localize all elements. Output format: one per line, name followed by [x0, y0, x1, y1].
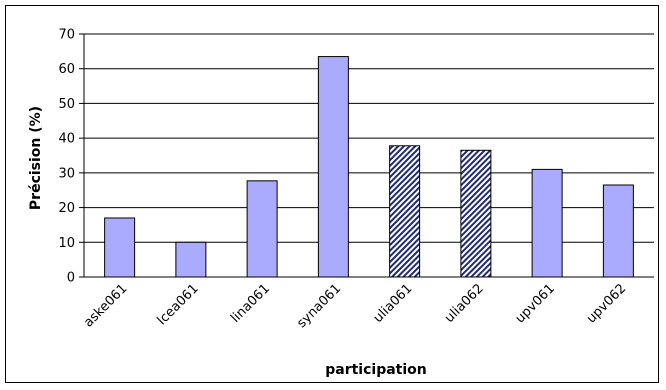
bar-ulia062 [460, 149, 492, 278]
y-tick-label: 20 [58, 201, 75, 216]
x-tick-labels: aske061 lcea061 lina061 syna061 ulia061 ulia0… [81, 281, 629, 331]
x-tick-label: aske061 [81, 281, 130, 330]
y-tick-label: 0 [67, 271, 75, 286]
bar-syna061 [317, 56, 349, 278]
x-tick-label: ulia061 [371, 281, 416, 326]
x-tick-label: lina061 [228, 281, 273, 326]
bar-aske061 [104, 217, 136, 278]
bar-lcea061 [175, 241, 207, 278]
y-tick-label: 60 [58, 62, 75, 77]
y-tick-labels: 0 10 20 30 40 50 60 70 [58, 28, 84, 286]
grid-lines [84, 33, 654, 243]
x-tick-label: upv061 [513, 281, 558, 326]
x-tick-label: syna061 [294, 281, 344, 331]
y-tick-label: 30 [58, 166, 75, 181]
bar-ulia061 [389, 145, 421, 278]
x-tick-label: lcea061 [155, 281, 202, 328]
y-tick-label: 40 [58, 132, 75, 147]
y-axis-title: Précision (%) [28, 106, 44, 210]
bar-upv061 [531, 168, 563, 278]
y-tick-label: 10 [58, 236, 75, 251]
bar-upv062 [602, 184, 634, 278]
x-tick-label: ulia062 [442, 281, 487, 326]
x-tick-label: upv062 [584, 281, 629, 326]
axes [83, 34, 654, 278]
bars [104, 56, 634, 278]
y-tick-label: 50 [58, 97, 75, 112]
x-axis-title: participation [325, 362, 427, 378]
y-tick-label: 70 [58, 28, 75, 43]
bar-lina061 [246, 180, 278, 278]
